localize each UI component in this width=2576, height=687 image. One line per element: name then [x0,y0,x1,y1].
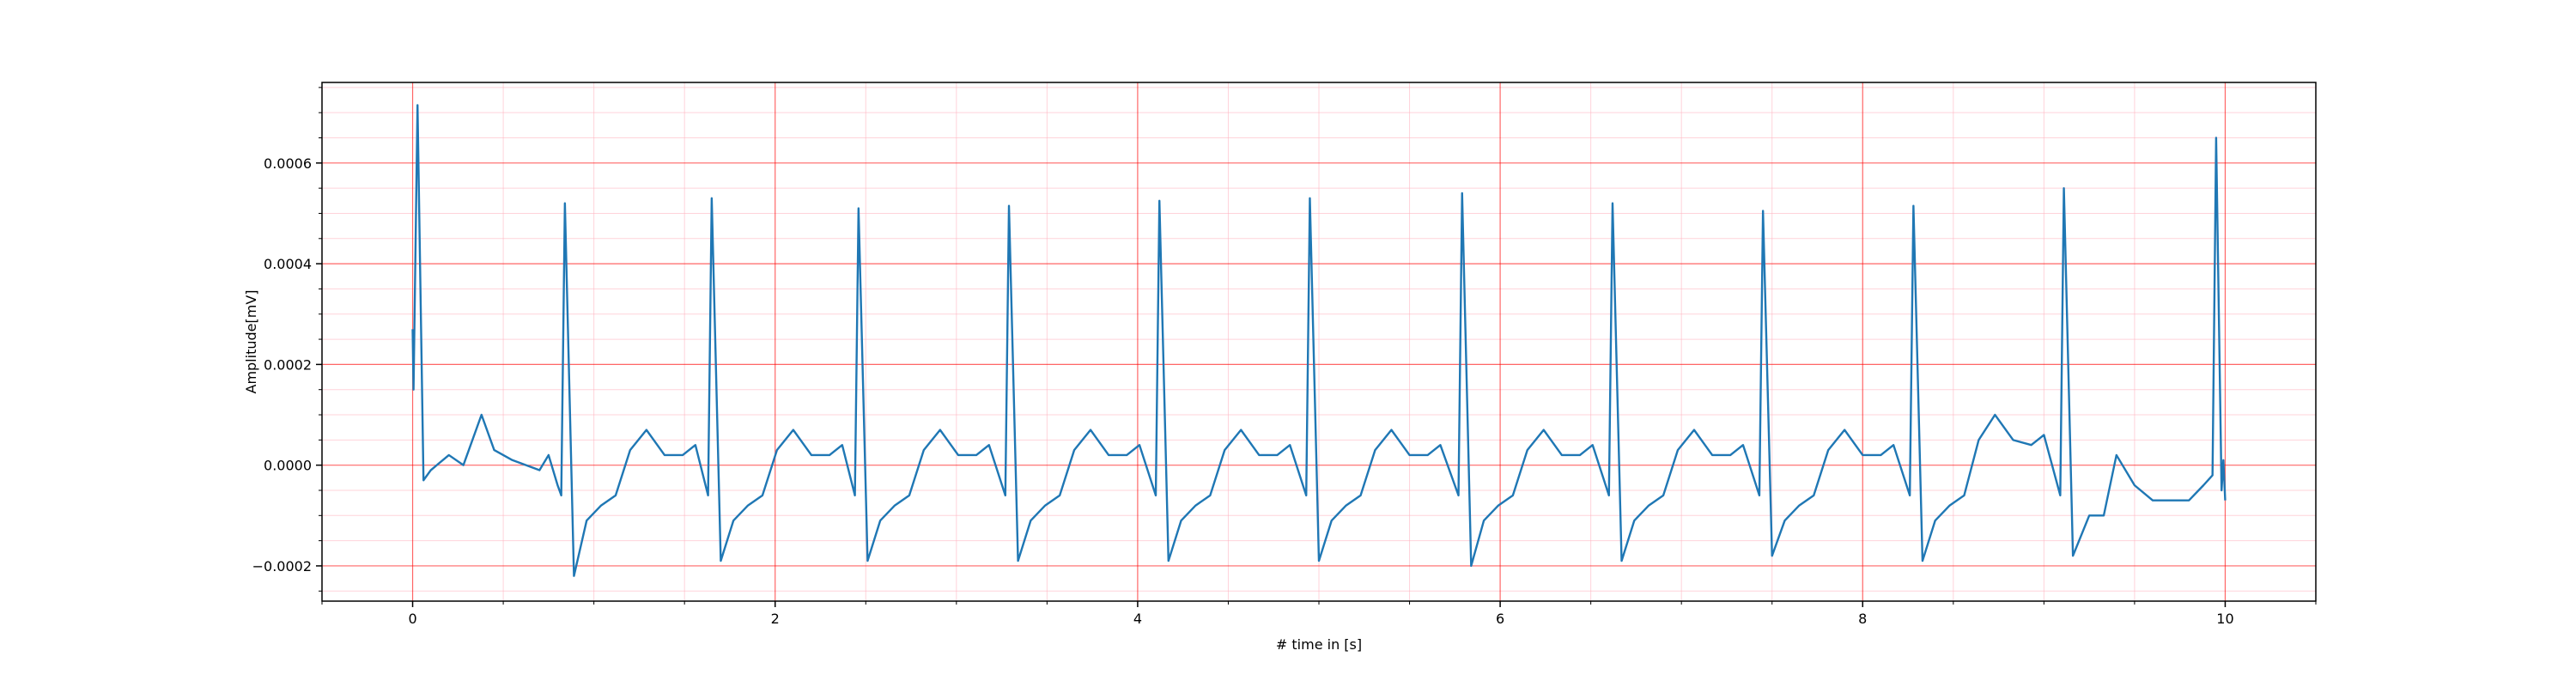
x-tick-label: 0 [408,611,416,627]
y-tick-label: 0.0002 [264,356,312,373]
x-axis-label: # time in [s] [1276,636,1362,653]
x-tick-label: 4 [1133,611,1142,627]
x-tick-label: 6 [1496,611,1504,627]
line [411,104,2227,577]
x-tick-label: 2 [771,611,780,627]
y-tick-label: 0.0004 [264,256,312,272]
y-tick-label: 0.0006 [264,155,312,172]
y-axis-label: Amplitude[mV] [243,289,259,393]
x-tick-label: 10 [2216,611,2233,627]
plot-frame [321,82,2317,602]
y-tick-label: −0.0002 [252,558,312,575]
y-tick-label: 0.0000 [264,458,312,474]
x-tick-label: 8 [1858,611,1867,627]
